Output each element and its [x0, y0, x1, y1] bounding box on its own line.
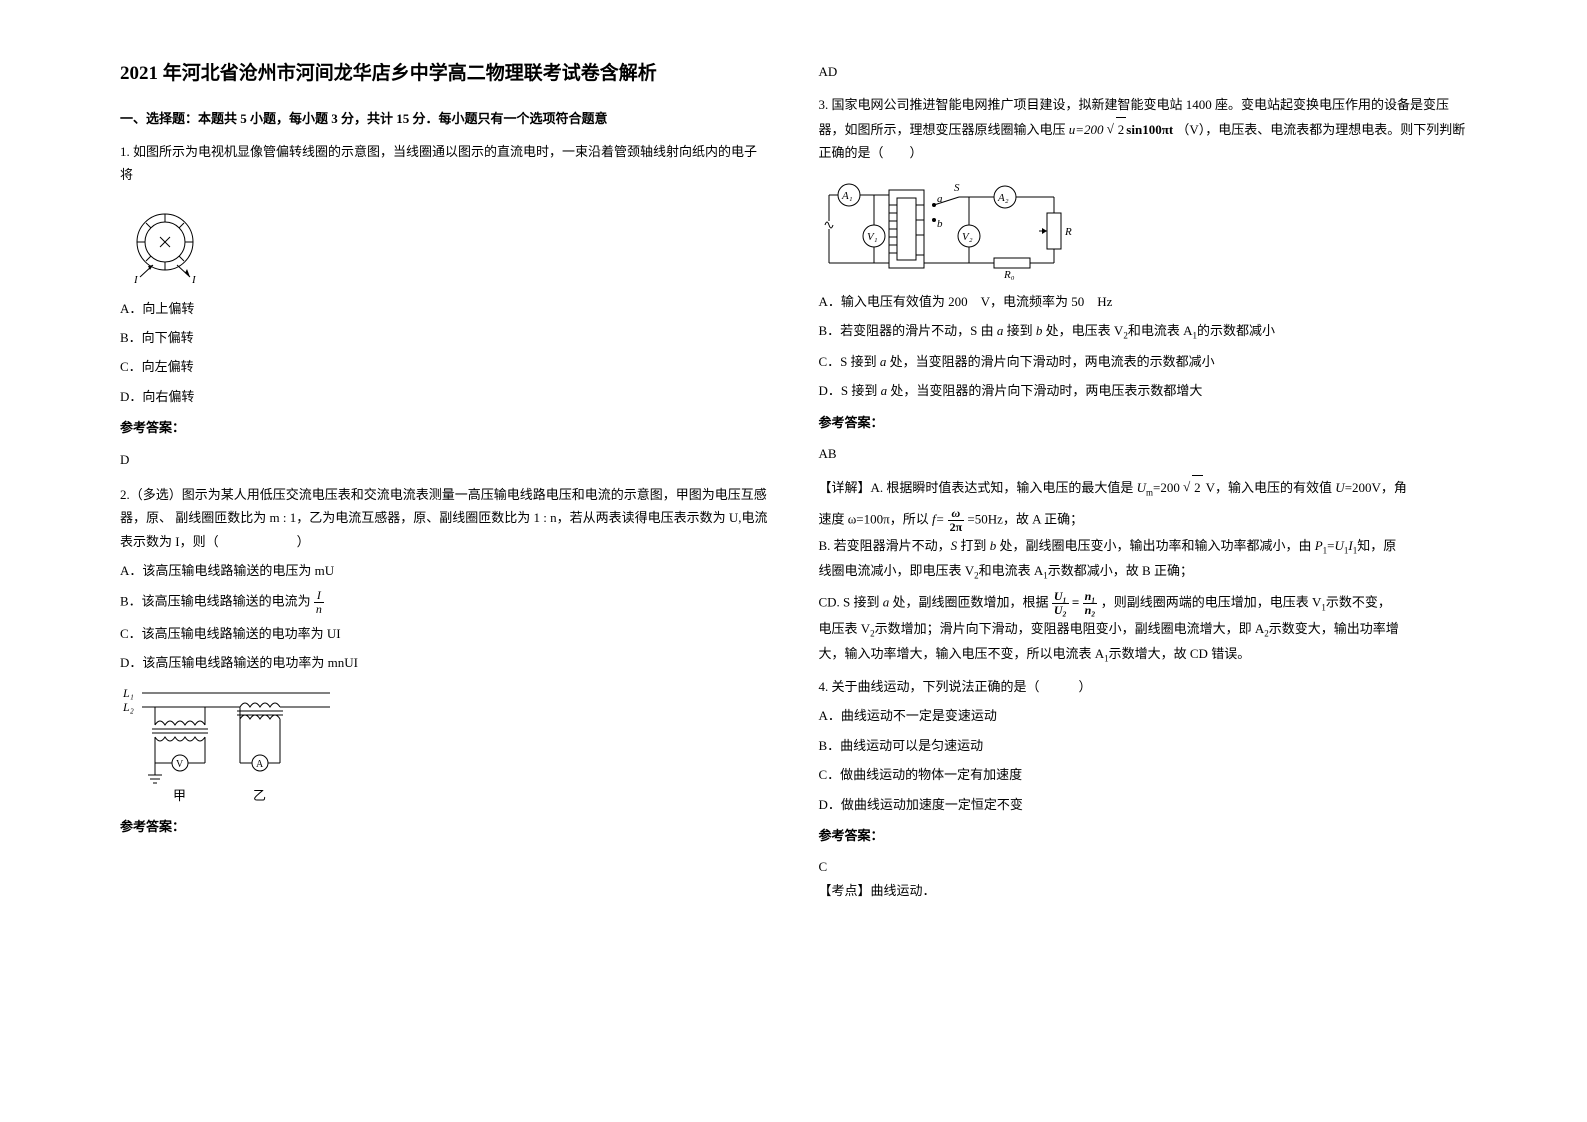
q2-figure: L₁ L₂ V [120, 685, 769, 805]
q3-stem: 3. 国家电网公司推进智能电网推广项目建设，拟新建智能变电站 1400 座。变电… [819, 93, 1468, 164]
q1-stem: 1. 如图所示为电视机显像管偏转线圈的示意图，当线圈通以图示的直流电时，一束沿着… [120, 140, 769, 187]
q4-option-a: A．曲线运动不一定是变速运动 [819, 704, 1468, 727]
svg-text:乙: 乙 [253, 788, 266, 803]
q3-answer-label: 参考答案： [819, 411, 1468, 434]
svg-text:I: I [133, 274, 139, 286]
q4-option-d: D．做曲线运动加速度一定恒定不变 [819, 793, 1468, 816]
q3-detail-cd-line2: 电压表 V2示数增加；滑片向下滑动，变阻器电阻变小，副线圈电流增大，即 A2示数… [819, 617, 1468, 642]
q2-option-d: D．该高压输电线路输送的电功率为 mnUI [120, 651, 769, 674]
q3-detail-cd-line3: 大，输入功率增大，输入电压不变，所以电流表 A1示数增大，故 CD 错误。 [819, 642, 1468, 667]
question-1: 1. 如图所示为电视机显像管偏转线圈的示意图，当线圈通以图示的直流电时，一束沿着… [120, 140, 769, 471]
svg-text:I: I [191, 274, 197, 286]
question-2: 2.（多选）图示为某人用低压交流电压表和交流电流表测量一高压输电线路电压和电流的… [120, 483, 769, 838]
q3-answer: AB [819, 442, 1468, 465]
q2-option-b-prefix: B．该高压输电线路输送的电流为 [120, 593, 311, 608]
svg-text:V₁: V₁ [867, 231, 878, 243]
q3-option-c: C．S 接到 a 处，当变阻器的滑片向下滑动时，两电流表的示数都减小 [819, 350, 1468, 373]
q2-option-a: A．该高压输电线路输送的电压为 mU [120, 559, 769, 582]
section-1-header: 一、选择题：本题共 5 小题，每小题 3 分，共计 15 分．每小题只有一个选项… [120, 107, 769, 130]
q1-option-a: A．向上偏转 [120, 297, 769, 320]
svg-text:A: A [256, 759, 264, 770]
svg-text:L₁: L₁ [122, 686, 134, 700]
q3-detail-a: 【详解】A. 根据瞬时值表达式知，输入电压的最大值是 Um=200 2 V，输入… [819, 475, 1468, 501]
svg-text:S: S [954, 182, 960, 194]
svg-text:A₁: A₁ [841, 190, 853, 202]
q2-answer: AD [819, 60, 1468, 83]
q1-answer-label: 参考答案： [120, 416, 769, 439]
q4-answer-label: 参考答案： [819, 824, 1468, 847]
q4-detail: 【考点】曲线运动． [819, 879, 1468, 902]
svg-text:A₂: A₂ [997, 192, 1009, 204]
q4-answer: C [819, 855, 1468, 878]
q2-option-c: C．该高压输电线路输送的电功率为 UI [120, 622, 769, 645]
left-column: 2021 年河北省沧州市河间龙华店乡中学高二物理联考试卷含解析 一、选择题：本题… [95, 60, 794, 1062]
q2-fraction-I-over-n: I n [314, 589, 324, 616]
q4-stem: 4. 关于曲线运动，下列说法正确的是（ ） [819, 675, 1468, 698]
q2-option-b: B．该高压输电线路输送的电流为 I n [120, 589, 769, 616]
u1-u2-fraction: U₁ U₂ [1052, 590, 1069, 617]
q1-figure: I I [120, 197, 769, 287]
q3-option-a: A．输入电压有效值为 200 V，电流频率为 50 Hz [819, 290, 1468, 313]
svg-text:b: b [937, 218, 943, 230]
q4-option-c: C．做曲线运动的物体一定有加速度 [819, 763, 1468, 786]
q1-option-c: C．向左偏转 [120, 355, 769, 378]
q1-option-b: B．向下偏转 [120, 326, 769, 349]
q2-answer-label: 参考答案： [120, 815, 769, 838]
svg-text:V₂: V₂ [962, 231, 973, 243]
n1-n2-fraction: n₁ n₂ [1083, 590, 1098, 617]
q1-answer: D [120, 448, 769, 471]
q4-option-b: B．曲线运动可以是匀速运动 [819, 734, 1468, 757]
svg-text:甲: 甲 [173, 788, 186, 803]
svg-text:V: V [176, 759, 184, 770]
exam-title: 2021 年河北省沧州市河间龙华店乡中学高二物理联考试卷含解析 [120, 60, 769, 89]
right-column: AD 3. 国家电网公司推进智能电网推广项目建设，拟新建智能变电站 1400 座… [794, 60, 1493, 1062]
question-3: 3. 国家电网公司推进智能电网推广项目建设，拟新建智能变电站 1400 座。变电… [819, 93, 1468, 667]
omega-over-2pi-fraction: ω 2π [948, 507, 965, 534]
sqrt-2-icon-2: 2 [1192, 475, 1203, 499]
q2-stem: 2.（多选）图示为某人用低压交流电压表和交流电流表测量一高压输电线路电压和电流的… [120, 483, 769, 553]
svg-text:R₀: R₀ [1003, 269, 1015, 280]
q3-detail-b-line2: 线圈电流减小，即电压表 V2和电流表 A1示数都减小，故 B 正确； [819, 559, 1468, 584]
q3-figure: A₁ V₁ [819, 175, 1468, 280]
q3-option-d: D．S 接到 a 处，当变阻器的滑片向下滑动时，两电压表示数都增大 [819, 379, 1468, 402]
svg-text:L₂: L₂ [122, 700, 134, 714]
svg-text:R: R [1064, 226, 1072, 238]
question-4: 4. 关于曲线运动，下列说法正确的是（ ） A．曲线运动不一定是变速运动 B．曲… [819, 675, 1468, 902]
q3-detail-cd: CD. S 接到 a 处，副线圈匝数增加，根据 U₁ U₂ = n₁ n₂ ，则… [819, 590, 1468, 617]
q3-detail-b: B. 若变阻器滑片不动，S 打到 b 处，副线圈电压变小，输出功率和输入功率都减… [819, 534, 1468, 559]
q3-detail-a-line2: 速度 ω=100π，所以 f= ω 2π =50Hz，故 A 正确； [819, 507, 1468, 534]
q1-option-d: D．向右偏转 [120, 385, 769, 408]
q3-option-b: B．若变阻器的滑片不动，S 由 a 接到 b 处，电压表 V2和电流表 A1的示… [819, 319, 1468, 344]
sqrt-2-icon: 2 [1116, 117, 1127, 141]
